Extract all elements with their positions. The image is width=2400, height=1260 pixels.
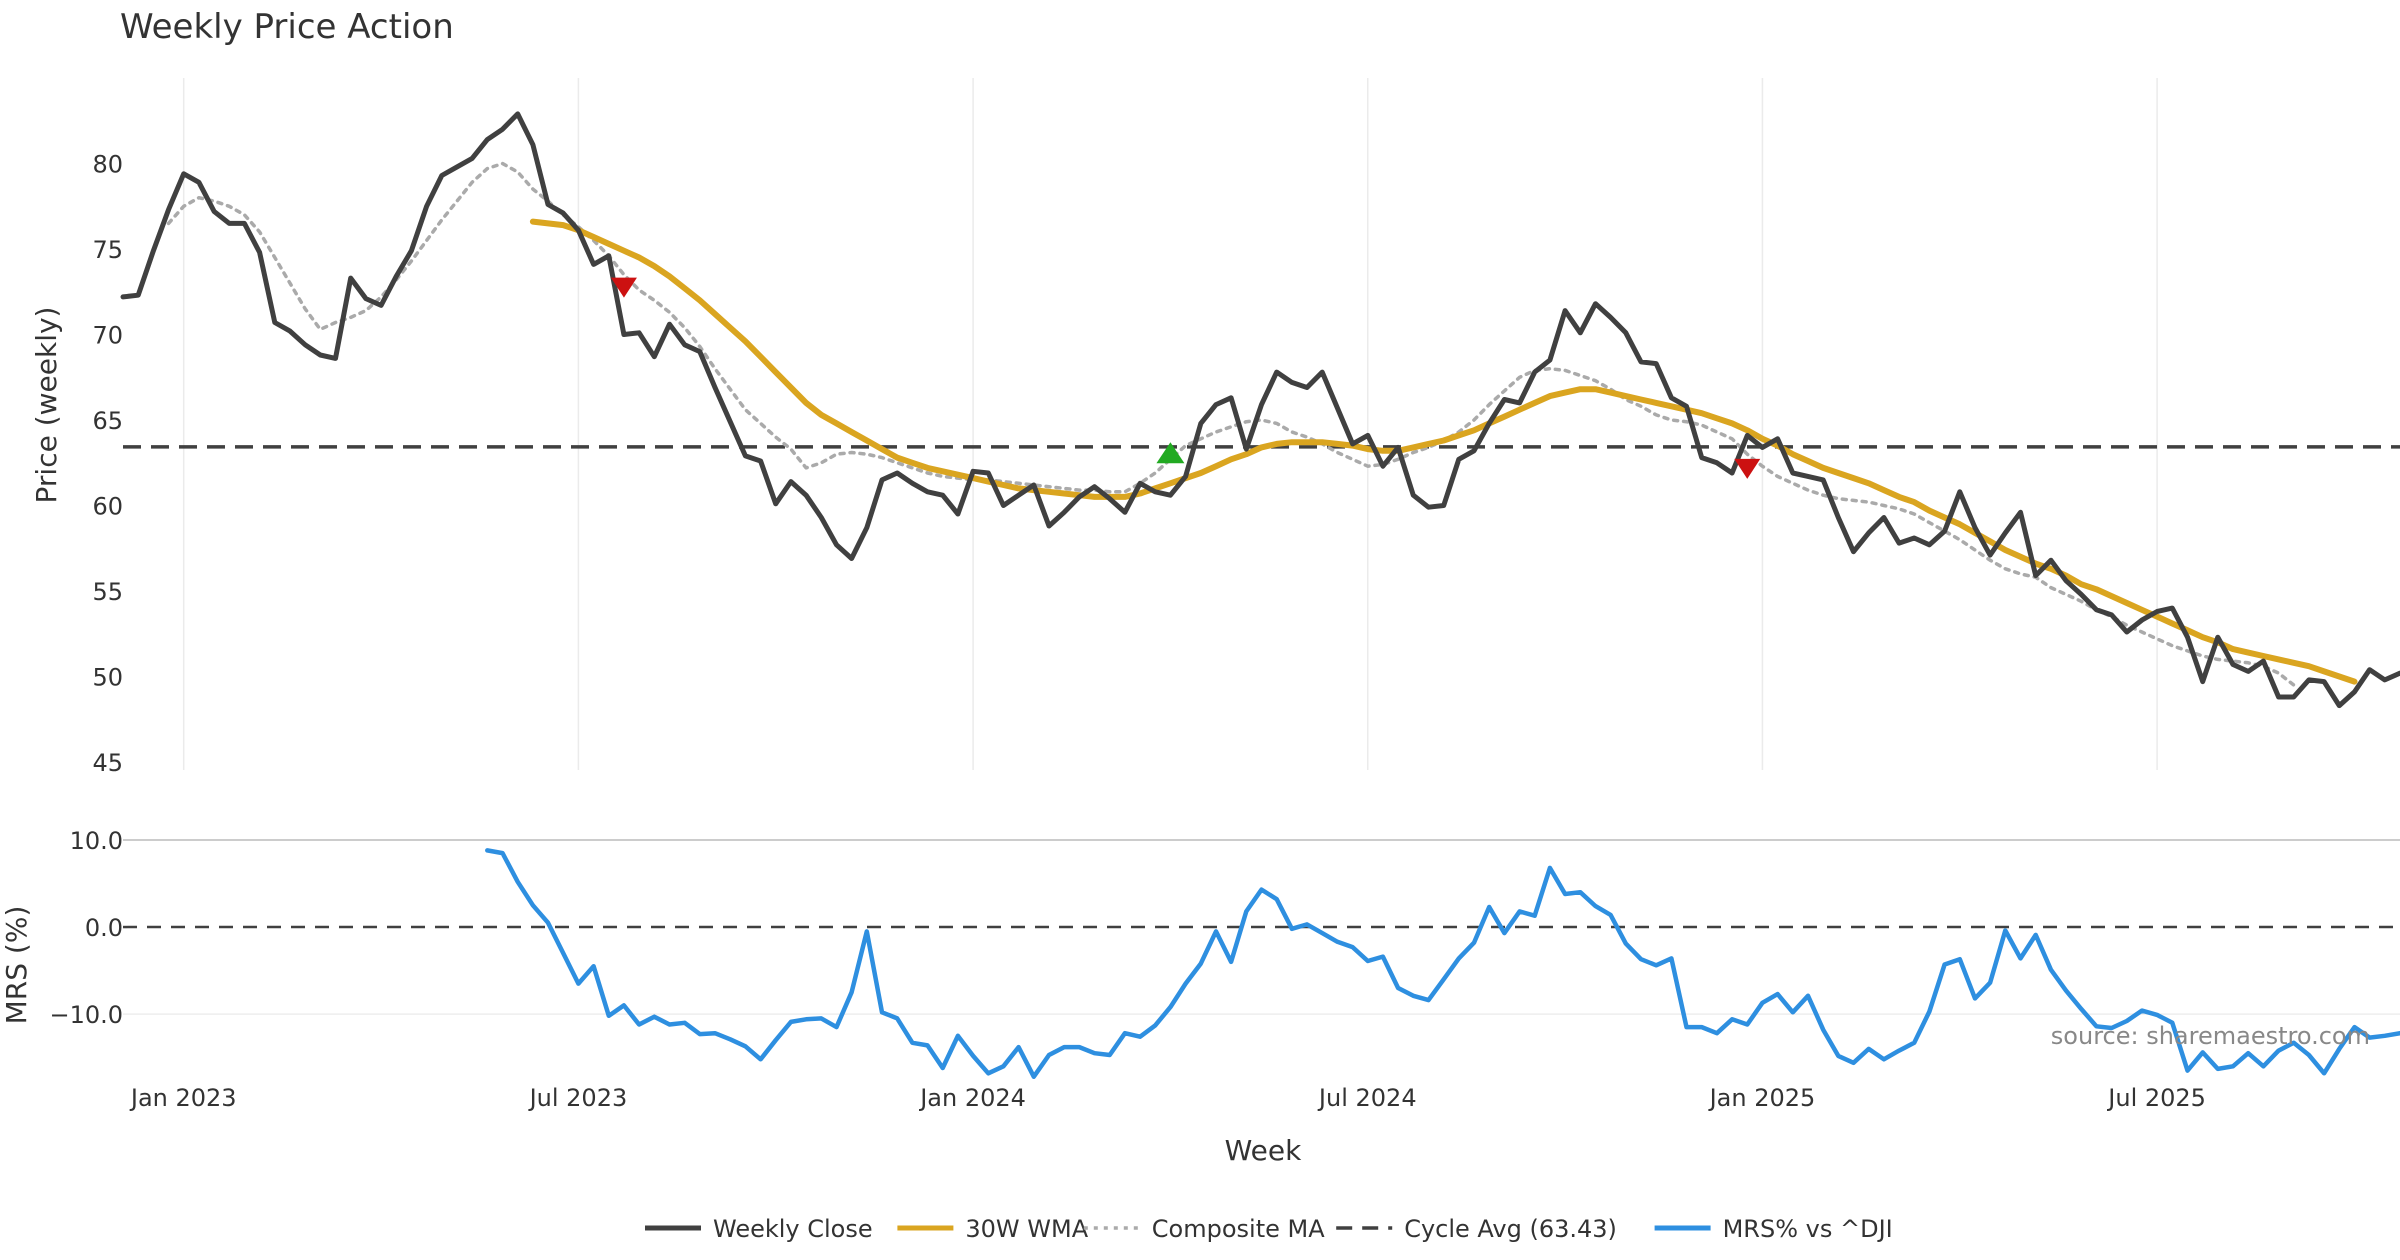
mrs-y-tick-0: 10.0: [70, 827, 123, 855]
price-y-tick-80: 80: [92, 151, 123, 179]
series-composite-ma: [166, 161, 2296, 687]
price-y-tick-75: 75: [92, 236, 123, 264]
x-axis-title: Week: [1225, 1134, 1302, 1167]
price-series: [120, 111, 2400, 709]
x-tick-labels: Jan 2023 Jul 2023 Jan 2024 Jul 2024 Jan 2025…: [129, 1084, 2206, 1112]
mrs-series: [485, 848, 2400, 1079]
legend-label-4: MRS% vs ^DJI: [1723, 1215, 1893, 1243]
price-y-tick-65: 65: [92, 407, 123, 435]
legend-label-2: Composite MA: [1152, 1215, 1325, 1243]
mrs-panel-frame: [123, 839, 2400, 1015]
signal-markers: [610, 277, 1761, 479]
signal-sell-2: [1734, 458, 1761, 479]
x-tick-3: Jul 2024: [1317, 1084, 1417, 1112]
signal-buy-1: [1156, 442, 1185, 464]
mrs-y-tick-2: −10.0: [49, 1001, 123, 1029]
mrs-y-tick-1: 0.0: [85, 914, 123, 942]
signal-sell-0: [610, 277, 637, 298]
x-tick-4: Jan 2025: [1708, 1084, 1816, 1112]
mrs-y-ticks: 10.0 0.0 −10.0: [49, 827, 123, 1029]
legend-label-0: Weekly Close: [713, 1215, 873, 1243]
price-y-tick-60: 60: [92, 493, 123, 521]
series-weekly-close: [120, 111, 2400, 709]
price-y-tick-55: 55: [92, 578, 123, 606]
x-tick-2: Jan 2024: [918, 1084, 1026, 1112]
chart-title: Weekly Price Action: [120, 7, 454, 47]
legend-label-1: 30W WMA: [965, 1215, 1088, 1243]
price-y-ticks: 45 50 55 60 65 70 75 80: [92, 151, 123, 778]
x-tick-0: Jan 2023: [129, 1084, 237, 1112]
price-y-tick-70: 70: [92, 322, 123, 350]
source-credit: source: sharemaestro.com: [2051, 1022, 2370, 1050]
series-mrs-vs-dji: [485, 848, 2400, 1079]
legend: Weekly Close 30W WMA Composite MA Cycle Avg…: [645, 1215, 1893, 1243]
x-tick-1: Jul 2023: [528, 1084, 628, 1112]
price-gridlines: [182, 78, 2158, 770]
mrs-y-axis-title: MRS (%): [0, 906, 33, 1025]
x-tick-5: Jul 2025: [2106, 1084, 2206, 1112]
price-y-tick-50: 50: [92, 664, 123, 692]
series-30w-wma: [529, 218, 2358, 685]
price-y-tick-45: 45: [92, 749, 123, 777]
price-y-axis-title: Price (weekly): [30, 307, 63, 504]
legend-label-3: Cycle Avg (63.43): [1404, 1215, 1617, 1243]
